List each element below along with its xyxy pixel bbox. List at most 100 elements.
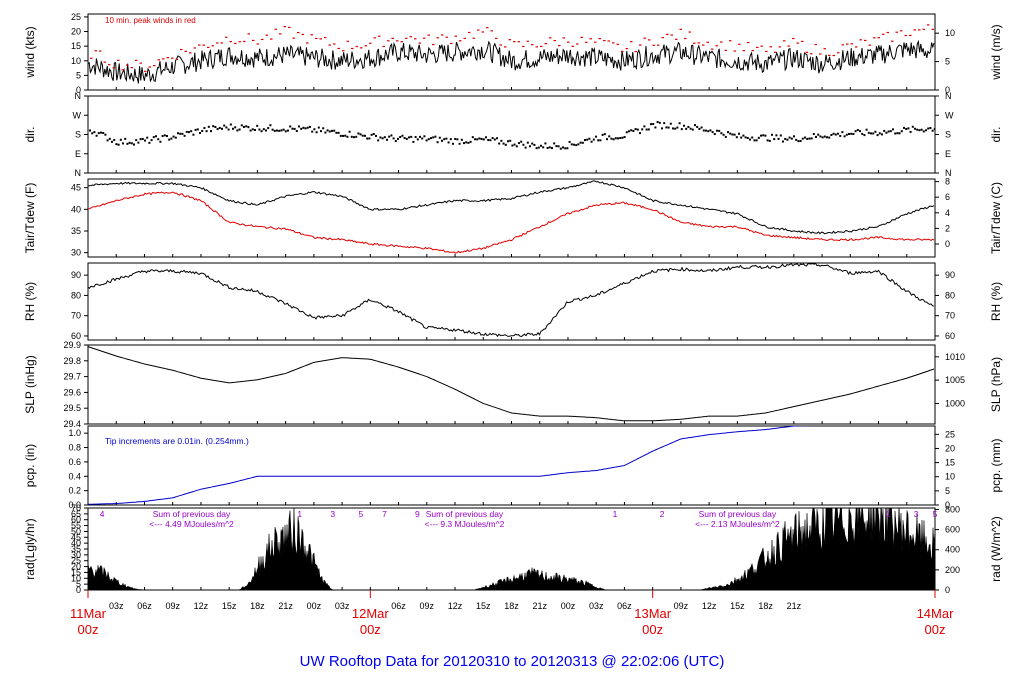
direction-point <box>894 132 897 135</box>
y-tick-label-left: 10 <box>71 573 81 583</box>
direction-point <box>502 142 505 145</box>
direction-point <box>119 138 122 141</box>
direction-point <box>729 132 732 135</box>
direction-point <box>887 130 890 133</box>
direction-point <box>128 141 131 144</box>
y-tick-label-right: 800 <box>945 504 960 514</box>
direction-point <box>166 135 168 138</box>
direction-point <box>872 132 875 135</box>
direction-point <box>628 130 630 133</box>
x-tick-label: 06z <box>137 601 152 611</box>
panel-frame <box>87 262 936 341</box>
direction-point <box>652 122 655 125</box>
x-tick-label: 03z <box>589 601 604 611</box>
direction-point <box>788 136 791 139</box>
panel-precipitation: pcp. (in) pcp. (mm) 0.0 0.2 0.4 0.6 0.8 1.0 0 5 10… <box>23 425 1003 510</box>
y-tick-label-left: 0 <box>76 85 81 95</box>
direction-point <box>590 140 593 143</box>
direction-point <box>500 139 503 142</box>
direction-point <box>300 127 303 130</box>
direction-point <box>801 137 804 140</box>
direction-point <box>698 127 701 130</box>
direction-point <box>333 129 336 132</box>
y-tick-label-right: 0 <box>945 239 950 249</box>
direction-point <box>320 130 322 133</box>
daily-sum-value: <--- 4.49 MJoules/m^2 <box>149 519 234 529</box>
daily-sum-label: Sum of previous day <box>153 509 231 519</box>
direction-point <box>194 128 197 131</box>
direction-point <box>474 138 476 141</box>
x-tick-label: 09z <box>165 601 180 611</box>
hour-mark-label: 4 <box>100 509 105 519</box>
y-tick-label-left: 1.0 <box>68 428 81 438</box>
direction-point <box>496 137 498 140</box>
direction-point <box>927 127 930 130</box>
direction-point <box>106 139 109 142</box>
direction-point <box>293 127 296 130</box>
direction-point <box>104 133 107 136</box>
direction-point <box>181 132 184 135</box>
direction-point <box>372 133 375 136</box>
direction-point <box>933 127 935 130</box>
y-tick-label-left: 55 <box>71 521 81 531</box>
direction-point <box>379 136 382 139</box>
direction-point <box>764 134 767 137</box>
direction-point <box>696 125 699 128</box>
wind-speed-line <box>88 39 935 84</box>
direction-point <box>881 133 883 136</box>
direction-point <box>537 146 540 149</box>
direction-point <box>97 132 100 135</box>
direction-point <box>645 128 648 131</box>
hour-mark-label: 7 <box>382 509 387 519</box>
y-tick-label-right: 20 <box>945 443 955 453</box>
y-tick-label-left: 50 <box>71 526 81 536</box>
direction-point <box>551 147 553 150</box>
y-tick-label-left: 40 <box>71 538 81 548</box>
y-tick-label-left: 35 <box>71 544 81 554</box>
y-tick-label-left: 30 <box>71 248 81 258</box>
direction-point <box>775 134 778 137</box>
y-tick-label-left: 35 <box>71 226 81 236</box>
direction-point <box>841 131 844 134</box>
direction-point <box>634 128 637 131</box>
direction-point <box>716 129 718 132</box>
direction-point <box>100 131 102 134</box>
direction-point <box>740 136 743 139</box>
y-axis-label-right: pcp. (mm) <box>989 438 1003 492</box>
y-tick-label-right: N <box>945 168 952 178</box>
direction-point <box>757 136 760 139</box>
direction-point <box>878 132 881 135</box>
x-tick-label: 03z <box>335 601 350 611</box>
direction-point <box>377 139 380 142</box>
direction-point <box>214 126 217 129</box>
direction-point <box>267 127 270 130</box>
direction-point <box>447 141 450 144</box>
direction-point <box>392 137 395 140</box>
direction-point <box>830 134 833 137</box>
y-tick-label-left: 0.8 <box>68 443 81 453</box>
direction-point <box>115 143 118 146</box>
direction-point <box>911 125 914 128</box>
y-tick-label-left: 90 <box>71 270 81 280</box>
y-tick-label-right: 10 <box>945 28 955 38</box>
y-axis-label-right: Tair/Tdew (C) <box>989 182 1003 254</box>
direction-point <box>606 138 608 141</box>
direction-point <box>742 134 745 137</box>
direction-point <box>562 146 564 149</box>
direction-point <box>599 139 602 142</box>
y-tick-label-left: S <box>75 130 81 140</box>
direction-point <box>907 127 910 130</box>
direction-point <box>328 130 331 133</box>
direction-point <box>476 138 479 141</box>
direction-point <box>465 141 468 144</box>
y-tick-label-right: 60 <box>945 331 955 341</box>
y-tick-label-left: 29.5 <box>63 403 81 413</box>
direction-point <box>304 127 307 130</box>
direction-point <box>436 141 439 144</box>
direction-point <box>603 133 606 136</box>
y-tick-label-left: 29.7 <box>63 372 81 382</box>
x-tick-label: 12z <box>702 601 717 611</box>
y-tick-label-left: 25 <box>71 556 81 566</box>
x-tick-label: 21z <box>532 601 547 611</box>
y-axis-label-left: rad(Lgly/hr) <box>23 518 37 579</box>
